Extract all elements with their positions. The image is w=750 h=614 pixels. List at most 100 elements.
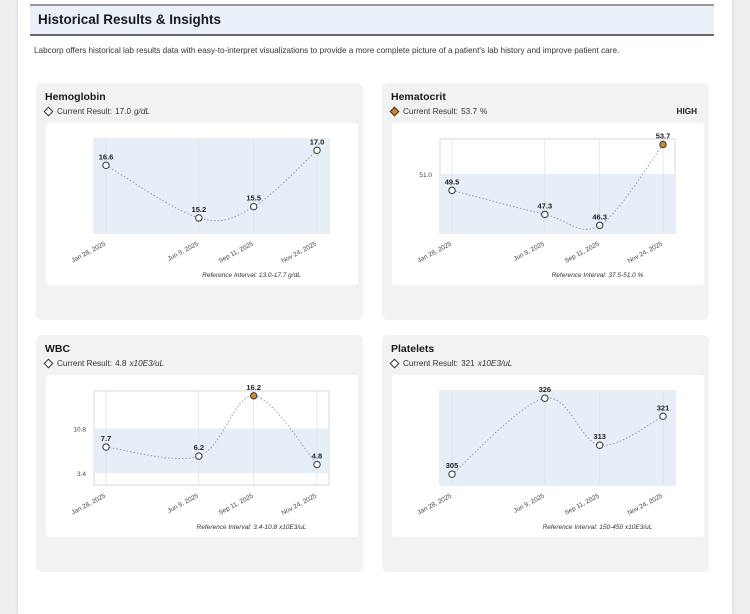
x-tick-label: Sep 11, 2025 [218,240,255,264]
data-point[interactable] [250,202,258,211]
data-point[interactable] [541,210,549,219]
current-unit: % [480,107,488,116]
reference-band [440,391,675,485]
chart-panel: 16.6 15.2 15.5 17.0 Jan 28, 2025 Jun 9, 2025 S… [46,123,358,285]
reference-interval-label: Reference Interval: 3.4-10.8 x10E3/uL [197,524,307,531]
chart-panel: 51.0 49.5 47.3 46.3 53.7 Jan 28, 2025 Jun 9, 2… [392,123,704,285]
data-label: 17.0 [310,137,325,146]
card-title: Hematocrit [391,91,446,103]
reference-interval-label: Reference Interval: 37.5-51.0 % [552,272,644,279]
reference-band [94,428,329,473]
data-point[interactable] [448,470,456,478]
result-diamond-icon [43,358,54,369]
x-tick-label: Jan 28, 2025 [416,492,453,516]
data-point[interactable] [313,146,321,154]
result-diamond-icon [389,358,400,369]
card-hemoglobin: Hemoglobin Current Result: 17.0 g/dL 16.… [36,83,363,320]
data-point[interactable] [659,412,667,421]
data-point-high[interactable] [659,140,667,149]
report-sheet: Historical Results & Insights Labcorp of… [18,0,732,614]
y-tick-label: 51.0 [419,172,432,179]
data-label: 321 [657,403,670,412]
data-label: 326 [539,385,552,394]
current-result: Current Result: 4.8 x10E3/uL [43,358,165,369]
data-label: 53.7 [656,131,671,140]
data-point[interactable] [448,186,456,195]
data-label: 4.8 [312,452,322,461]
current-label: Current Result: [57,107,113,116]
result-flag: HIGH [676,107,697,116]
series-line [451,397,664,475]
current-result: Current Result: 17.0 g/dL [43,106,150,117]
card-hematocrit: Hematocrit Current Result: 53.7 % HIGH 5… [382,83,709,320]
current-label: Current Result: [57,359,113,368]
current-unit: g/dL [134,107,150,116]
x-tick-label: Jan 28, 2025 [416,240,453,264]
intro-text: Labcorp offers historical lab results da… [34,46,620,55]
current-result: Current Result: 53.7 % [389,106,488,117]
chart-platelets: 305 326 313 321 Jan 28, 2025 Jun 9, 2025 Sep 1… [416,385,676,531]
series-line [105,395,318,465]
series-line [451,144,664,230]
y-tick-label: 3.4 [77,471,86,478]
reference-band [440,173,675,233]
data-label: 313 [593,432,606,441]
x-tick-label: Jun 9, 2025 [166,240,200,262]
x-tick-label: Jun 9, 2025 [512,492,546,514]
series-line [105,149,318,222]
x-tick-label: Sep 11, 2025 [564,240,601,264]
data-label: 16.2 [246,383,261,392]
current-label: Current Result: [403,359,459,368]
data-label: 16.6 [99,152,114,161]
data-label: 46.3 [592,212,607,221]
data-point-high[interactable] [250,392,258,400]
current-value: 321 [461,359,475,368]
y-tick-label: 10.8 [73,426,86,433]
data-label: 7.7 [101,434,111,443]
card-title: Hemoglobin [45,91,106,103]
data-point[interactable] [596,441,604,449]
x-tick-label: Sep 11, 2025 [564,492,601,516]
card-wbc: WBC Current Result: 4.8 x10E3/uL 10.8 3.4… [36,335,363,572]
card-platelets: Platelets Current Result: 321 x10E3/uL 3… [382,335,709,572]
data-point[interactable] [102,443,110,451]
data-label: 49.5 [445,177,460,186]
data-point[interactable] [596,221,604,230]
card-title: WBC [45,343,71,355]
chart-wbc: 10.8 3.4 7.7 6.2 16.2 4.8 Jan 28, 2025 Jun 9, 2… [70,383,330,531]
chart-panel: 10.8 3.4 7.7 6.2 16.2 4.8 Jan 28, 2025 Jun 9, 2… [46,375,358,537]
data-label: 305 [446,461,459,470]
chart-hemoglobin: 16.6 15.2 15.5 17.0 Jan 28, 2025 Jun 9, 2025 S… [70,137,330,279]
x-tick-label: Nov 24, 2025 [627,240,665,265]
data-point[interactable] [102,161,110,170]
x-tick-label: Nov 24, 2025 [281,240,319,265]
current-value: 4.8 [115,359,127,368]
data-label: 47.3 [538,201,553,210]
x-tick-label: Nov 24, 2025 [281,492,319,517]
reference-interval-label: Reference Interval: 150-450 x10E3/uL [543,524,653,531]
x-tick-label: Sep 11, 2025 [218,492,255,516]
x-tick-label: Nov 24, 2025 [627,492,665,517]
result-diamond-icon [43,106,54,117]
x-tick-label: Jan 28, 2025 [70,240,107,264]
current-value: 53.7 [461,107,477,116]
chart-hematocrit: 51.0 49.5 47.3 46.3 53.7 Jan 28, 2025 Jun 9, 2… [416,131,676,279]
chart-panel: 305 326 313 321 Jan 28, 2025 Jun 9, 2025 Sep 1… [392,375,704,537]
data-point[interactable] [195,214,203,222]
data-label: 15.5 [246,194,261,203]
x-tick-label: Jun 9, 2025 [512,240,546,262]
current-label: Current Result: [403,107,459,116]
current-unit: x10E3/uL [129,359,165,368]
current-value: 17.0 [115,107,131,116]
data-point[interactable] [195,452,203,460]
reference-interval-label: Reference Interval: 13.0-17.7 g/dL [202,272,301,279]
current-unit: x10E3/uL [477,359,513,368]
section-header: Historical Results & Insights [30,4,714,36]
data-point[interactable] [313,460,321,469]
x-tick-label: Jan 28, 2025 [70,492,107,516]
current-result: Current Result: 321 x10E3/uL [389,358,513,369]
section-title: Historical Results & Insights [38,12,222,27]
card-title: Platelets [391,343,435,355]
data-point[interactable] [541,394,549,402]
reference-band [94,139,329,233]
